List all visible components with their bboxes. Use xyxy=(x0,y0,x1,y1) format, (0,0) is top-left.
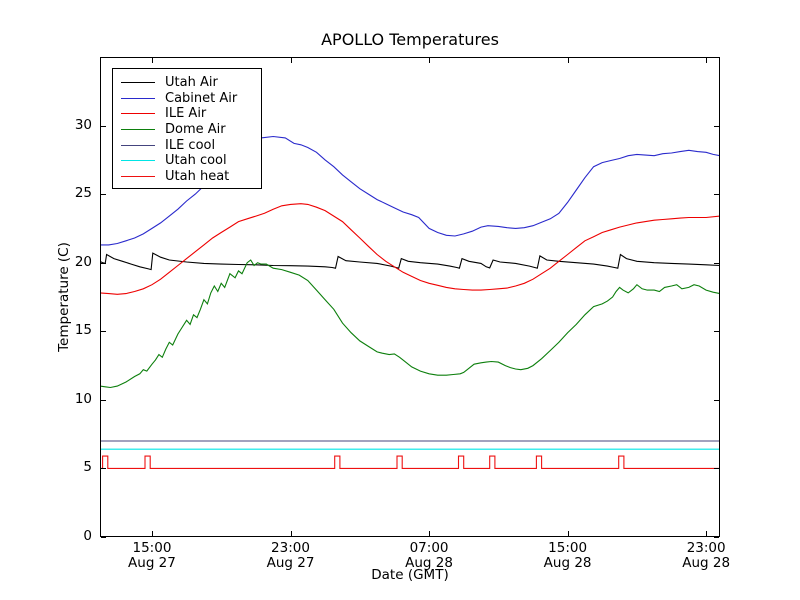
x-tick-time: 15:00 xyxy=(132,540,172,556)
legend-item-dome-air: Dome Air xyxy=(121,122,255,138)
x-tick-date: Aug 28 xyxy=(682,554,731,571)
legend-swatch xyxy=(121,129,155,131)
x-tick-date: Aug 28 xyxy=(543,554,592,571)
x-tick-label: 23:00 Aug 27 xyxy=(246,541,336,570)
y-tick-label: 0 xyxy=(83,528,92,544)
series-utah-air xyxy=(100,252,720,271)
x-tick-time: 07:00 xyxy=(409,540,449,556)
legend-item-utah-cool: Utah cool xyxy=(121,153,255,169)
legend-item-utah-heat: Utah heat xyxy=(121,169,255,185)
x-tick-label: 07:00 Aug 28 xyxy=(384,541,474,570)
legend-label: Utah Air xyxy=(165,75,218,91)
legend-swatch xyxy=(121,144,155,146)
x-tick-label: 15:00 Aug 28 xyxy=(523,541,613,570)
x-tick-date: Aug 27 xyxy=(266,554,315,571)
legend-item-cabinet-air: Cabinet Air xyxy=(121,91,255,107)
legend-label: ILE cool xyxy=(165,137,216,153)
legend-item-utah-air: Utah Air xyxy=(121,75,255,91)
legend-label: Utah heat xyxy=(165,168,230,184)
x-tick-time: 15:00 xyxy=(548,540,588,556)
y-tick-label: 10 xyxy=(74,390,92,407)
legend-swatch xyxy=(121,97,155,99)
legend-item-ile-cool: ILE cool xyxy=(121,137,255,153)
series-utah-heat xyxy=(100,455,720,469)
legend: Utah Air Cabinet Air ILE Air Dome Air ILE co… xyxy=(112,68,262,189)
x-tick-time: 23:00 xyxy=(271,540,310,556)
plot-frame xyxy=(100,57,720,537)
series-dome-air xyxy=(100,259,720,389)
y-tick-label: 30 xyxy=(74,116,92,133)
x-tick-time: 23:00 xyxy=(686,540,726,556)
legend-label: Utah cool xyxy=(165,153,227,169)
legend-swatch xyxy=(121,175,155,177)
legend-label: Dome Air xyxy=(165,122,226,138)
legend-swatch xyxy=(121,82,155,84)
legend-swatch xyxy=(121,160,155,162)
legend-label: ILE Air xyxy=(165,106,207,122)
legend-swatch xyxy=(121,113,155,115)
series-ile-air xyxy=(100,203,720,295)
y-tick-label: 15 xyxy=(74,322,92,339)
legend-label: Cabinet Air xyxy=(165,90,238,106)
x-tick-date: Aug 27 xyxy=(128,554,176,571)
y-axis-label: Temperature (C) xyxy=(56,242,72,352)
legend-item-ile-air: ILE Air xyxy=(121,106,255,122)
x-tick-date: Aug 28 xyxy=(405,554,453,571)
y-tick-label: 5 xyxy=(83,459,92,476)
x-axis-label: Date (GMT) xyxy=(371,567,449,583)
y-tick-label: 20 xyxy=(74,253,92,270)
x-tick-label: 23:00 Aug 28 xyxy=(661,541,751,570)
x-tick-label: 15:00 Aug 27 xyxy=(107,541,197,570)
y-tick-label: 25 xyxy=(74,185,92,202)
chart-title: APOLLO Temperatures xyxy=(321,30,499,49)
